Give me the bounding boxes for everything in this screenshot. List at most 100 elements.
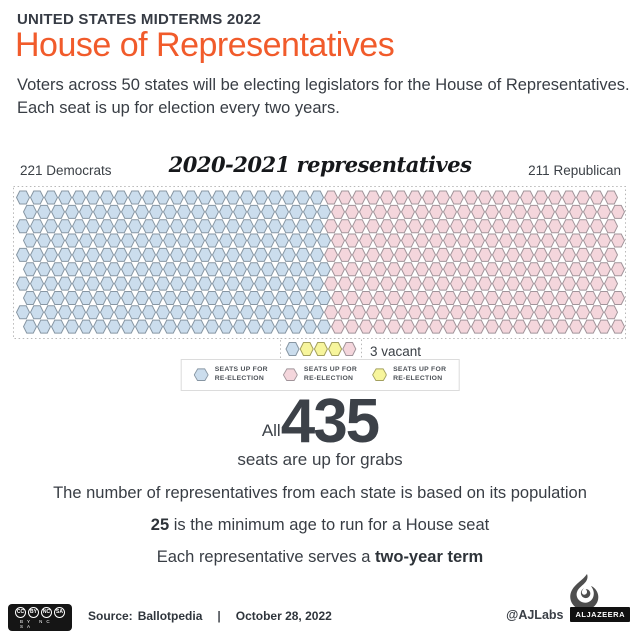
- fact-term-text: Each representative serves a: [156, 548, 376, 566]
- seat-hexagon-republican: [414, 233, 430, 248]
- chart-legend: SEATS UP FOR RE-ELECTION SEATS UP FOR RE…: [180, 359, 460, 391]
- seat-hexagon-democrat: [92, 204, 108, 219]
- legend-label: SEATS UP FOR RE-ELECTION: [304, 366, 357, 384]
- seat-hexagon-democrat: [78, 262, 94, 277]
- seat-hexagon-democrat: [211, 247, 227, 262]
- seat-hexagon-democrat: [204, 204, 220, 219]
- seat-hexagon-republican: [582, 290, 598, 305]
- seat-hexagon-democrat: [64, 319, 80, 334]
- seat-hexagon-republican: [498, 262, 514, 277]
- seat-hexagon-republican: [442, 204, 458, 219]
- legend-label-line2: RE-ELECTION: [393, 374, 443, 382]
- seat-hexagon-republican: [323, 305, 339, 320]
- seat-hexagon-democrat: [50, 290, 66, 305]
- seat-hexagon-democrat: [85, 247, 101, 262]
- seat-hexagon-democrat: [141, 305, 157, 320]
- seat-hexagon-democrat: [92, 233, 108, 248]
- seat-hexagon-democrat: [232, 290, 248, 305]
- credit-row: @AJLabs ALJAZEERA: [506, 607, 630, 622]
- all-prefix: All: [261, 420, 281, 440]
- seat-hexagon-democrat: [64, 233, 80, 248]
- seat-hexagon-democrat: [29, 247, 45, 262]
- seat-hexagon-democrat: [50, 262, 66, 277]
- seat-hexagon-republican: [442, 262, 458, 277]
- seat-hexagon-democrat: [253, 247, 269, 262]
- seat-hexagon-republican: [610, 233, 626, 248]
- seat-hexagon-republican: [554, 319, 570, 334]
- seat-hexagon-republican: [491, 247, 507, 262]
- seat-hexagon-democrat: [260, 262, 276, 277]
- seat-hexagon-democrat: [71, 276, 87, 291]
- seat-hexagon-democrat: [99, 276, 115, 291]
- seat-hexagon-democrat: [106, 319, 122, 334]
- seat-hexagon-democrat: [246, 204, 262, 219]
- seat-hexagon-democrat: [43, 247, 59, 262]
- seat-hexagon-republican: [351, 219, 367, 234]
- seat-hexagon-republican: [372, 233, 388, 248]
- seat-hexagon-democrat: [281, 219, 297, 234]
- seat-hexagon-republican: [414, 290, 430, 305]
- fact-minimum-age: 25 is the minimum age to run for a House…: [0, 516, 640, 535]
- seat-hexagon-republican: [393, 219, 409, 234]
- vacant-label: 3 vacant: [370, 344, 421, 359]
- seat-hexagon-democrat: [155, 190, 171, 205]
- seat-hexagon-republican: [568, 233, 584, 248]
- seat-hexagon-democrat: [183, 305, 199, 320]
- seat-hexagon-republican: [498, 290, 514, 305]
- seat-hexagon-republican: [470, 319, 486, 334]
- seat-hexagon-republican: [428, 319, 444, 334]
- seat-hexagon-democrat: [239, 190, 255, 205]
- seat-hexagon-democrat: [162, 233, 178, 248]
- seat-hexagon-republican: [575, 276, 591, 291]
- seat-hexagon-democrat: [253, 219, 269, 234]
- seat-hexagon-democrat: [134, 319, 150, 334]
- seat-hexagon-republican: [561, 276, 577, 291]
- seat-hexagon-democrat: [246, 262, 262, 277]
- seat-hexagon-republican: [379, 276, 395, 291]
- seat-hexagon-democrat: [309, 190, 325, 205]
- seat-hexagon-republican: [491, 305, 507, 320]
- seat-hexagon-democrat: [197, 305, 213, 320]
- seat-hexagon-republican: [498, 319, 514, 334]
- seat-hexagon-republican: [400, 233, 416, 248]
- seat-hexagon-democrat: [211, 219, 227, 234]
- seat-hexagon-republican: [421, 190, 437, 205]
- seat-hexagon-democrat: [148, 290, 164, 305]
- seat-hexagon-republican: [393, 305, 409, 320]
- seat-hexagon-republican: [491, 219, 507, 234]
- cc-sublabel: BY NC SA: [20, 618, 54, 629]
- seat-hexagon-republican: [526, 233, 542, 248]
- seat-hexagon-democrat: [232, 204, 248, 219]
- seat-hexagon-republican: [596, 319, 612, 334]
- seat-hexagon-democrat: [169, 219, 185, 234]
- seat-hexagon-republican: [463, 190, 479, 205]
- seat-hexagon-republican: [512, 262, 528, 277]
- seat-hexagon-democrat: [155, 276, 171, 291]
- seat-hexagon-democrat: [120, 319, 136, 334]
- seat-hexagon-democrat: [204, 233, 220, 248]
- seat-hexagon-republican: [414, 262, 430, 277]
- seat-hexagon-democrat: [281, 247, 297, 262]
- seat-hexagon-democrat: [57, 247, 73, 262]
- page-title: House of Representatives: [15, 26, 395, 64]
- seat-hexagon-democrat: [267, 305, 283, 320]
- seat-hexagon-democrat: [239, 276, 255, 291]
- seat-hexagon-republican: [547, 190, 563, 205]
- seat-hexagon-democrat: [316, 262, 332, 277]
- seat-hexagon-democrat: [57, 219, 73, 234]
- seat-hexagon-republican: [358, 204, 374, 219]
- seat-hexagon-democrat: [253, 276, 269, 291]
- seat-hexagon-republican: [407, 276, 423, 291]
- seat-hexagon-democrat: [190, 204, 206, 219]
- seat-hexagon-democrat: [78, 204, 94, 219]
- seat-hexagon-democrat: [92, 319, 108, 334]
- separator: |: [217, 609, 221, 623]
- seat-hexagon-republican: [526, 290, 542, 305]
- seat-hexagon-republican: [358, 233, 374, 248]
- seat-hexagon-republican: [561, 247, 577, 262]
- seat-hexagon-democrat: [197, 190, 213, 205]
- seat-hexagon-democrat: [85, 305, 101, 320]
- seat-hexagon-democrat: [211, 276, 227, 291]
- seat-hexagon-republican: [386, 204, 402, 219]
- seat-hexagon-democrat: [232, 319, 248, 334]
